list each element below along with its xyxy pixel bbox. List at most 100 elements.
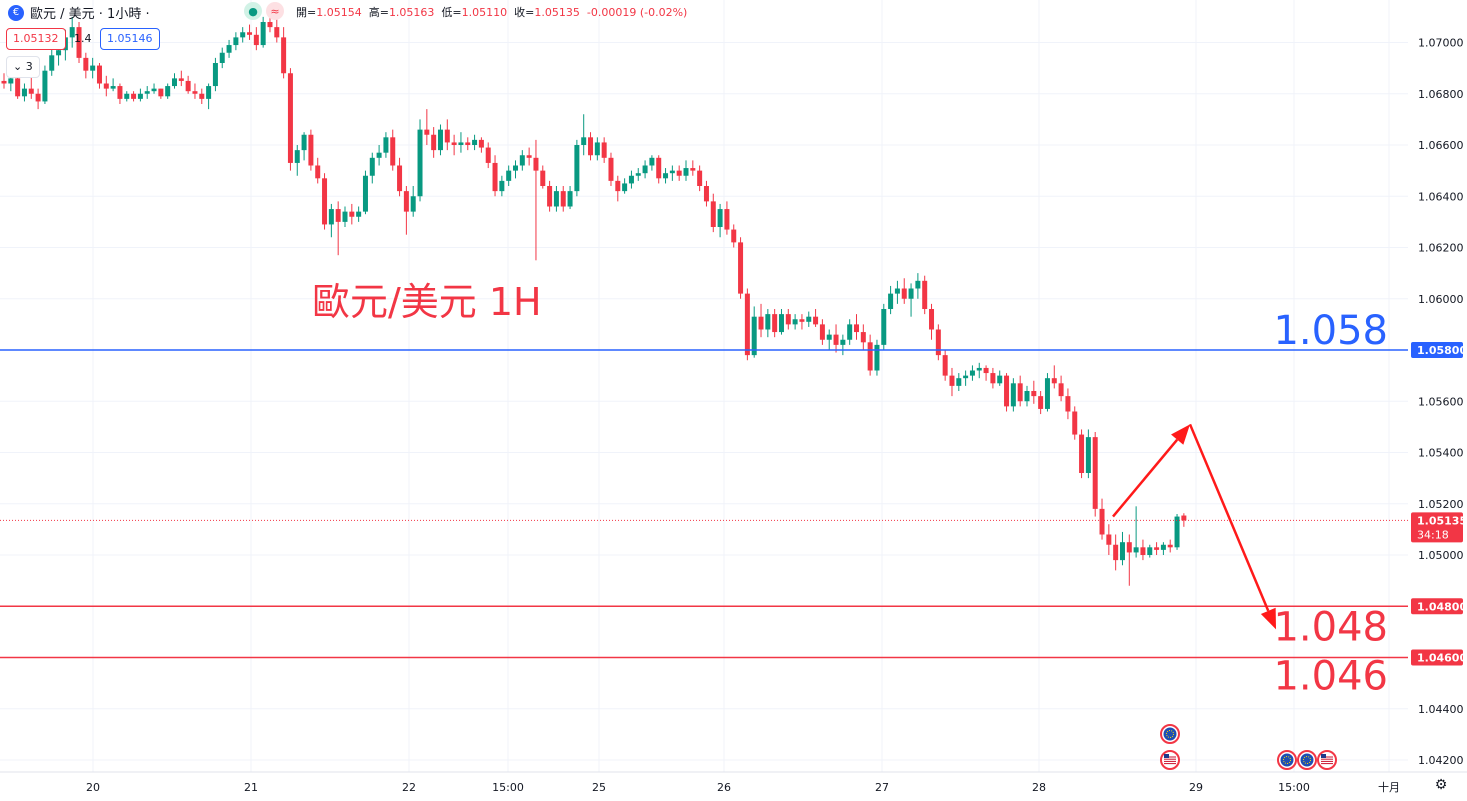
us-flag-canton xyxy=(1321,754,1326,758)
wave-icon[interactable]: ≈ xyxy=(266,2,284,20)
candle xyxy=(867,334,873,376)
candle-body xyxy=(1051,378,1057,384)
candle-body xyxy=(1017,383,1023,402)
sell-button[interactable]: 1.05132 xyxy=(6,28,66,50)
candle-body xyxy=(806,316,812,322)
candle-body xyxy=(813,316,819,325)
projection-up-arrow-head[interactable] xyxy=(1171,424,1190,445)
candle-body xyxy=(683,168,689,176)
candle-body xyxy=(1133,547,1139,553)
horizontal-lines-layer[interactable] xyxy=(0,349,1408,659)
candle-body xyxy=(635,173,641,176)
symbol-title[interactable]: 歐元 / 美元 · 1小時 · xyxy=(30,7,150,22)
price-axis[interactable]: 1.07000 1.06800 1.06600 1.06400 1.06200 1.060… xyxy=(1408,0,1467,772)
buy-button[interactable]: 1.05146 xyxy=(100,28,160,50)
candle-body xyxy=(69,27,75,38)
eu-flag-icon[interactable] xyxy=(1160,724,1180,744)
candle xyxy=(1038,391,1044,415)
eu-flag-icon[interactable] xyxy=(1277,750,1297,770)
candle-body xyxy=(894,288,900,294)
eu-flag-stars xyxy=(1303,756,1311,764)
candle xyxy=(301,132,307,161)
candle-body xyxy=(888,293,894,309)
candle xyxy=(253,27,259,51)
eu-flag-icon[interactable] xyxy=(1297,750,1317,770)
candle xyxy=(806,311,812,327)
candle-body xyxy=(28,88,34,94)
candle xyxy=(42,65,48,104)
candle xyxy=(615,175,621,202)
economic-events[interactable] xyxy=(1160,724,1337,770)
us-flag-icon[interactable] xyxy=(1317,750,1337,770)
candle-body xyxy=(15,78,21,97)
candle xyxy=(881,303,887,350)
price-tag-1.058-bg xyxy=(1411,342,1463,358)
candle xyxy=(499,175,505,197)
candle-body xyxy=(547,186,553,207)
candle-body xyxy=(287,73,293,163)
candle xyxy=(635,168,641,181)
candle-body xyxy=(697,170,703,186)
x-tick-label: 22 xyxy=(402,781,416,794)
y-tick-label: 1.05400 xyxy=(1418,447,1464,460)
candle-body xyxy=(390,137,396,166)
settings-gear-icon[interactable]: ⚙ xyxy=(1434,777,1448,793)
projection-down-arrow-head[interactable] xyxy=(1260,607,1276,630)
x-tick-label: 15:00 xyxy=(1278,781,1310,794)
candle-body xyxy=(431,134,437,151)
candle-body xyxy=(1010,383,1016,407)
candle xyxy=(1072,406,1078,440)
candle-body xyxy=(83,57,89,71)
candle-body xyxy=(506,170,512,181)
candle xyxy=(874,339,880,376)
projection-up-arrow-shaft[interactable] xyxy=(1112,438,1179,518)
candle-body xyxy=(335,209,341,222)
candle xyxy=(588,132,594,161)
candle-body xyxy=(369,157,375,176)
candle xyxy=(765,309,771,338)
projection-down-arrow-shaft[interactable] xyxy=(1188,423,1270,612)
candle-body xyxy=(178,78,184,81)
candle xyxy=(390,129,396,171)
candle-body xyxy=(751,316,757,356)
candle-body xyxy=(458,142,464,145)
candle-body xyxy=(881,309,887,345)
candle xyxy=(247,24,253,40)
candle xyxy=(656,155,662,184)
candle-body xyxy=(117,86,123,99)
candle xyxy=(90,57,96,79)
time-axis[interactable]: 20 21 22 15:00 25 26 27 28 29 15:00 十月 xyxy=(0,771,1467,794)
candle xyxy=(1004,373,1010,412)
candle-body xyxy=(772,314,778,333)
candle-body xyxy=(158,88,164,97)
projection-arrows[interactable] xyxy=(1112,423,1276,630)
candle xyxy=(294,145,300,176)
x-tick-label: 20 xyxy=(86,781,100,794)
candle-body xyxy=(533,157,539,171)
us-flag-icon[interactable] xyxy=(1160,750,1180,770)
candle xyxy=(1119,531,1125,566)
market-open-icon[interactable]: ● xyxy=(244,2,262,20)
candle xyxy=(792,314,798,330)
candle xyxy=(185,75,191,94)
candle xyxy=(151,83,157,94)
market-status[interactable]: ● ≈ xyxy=(244,2,284,20)
candle xyxy=(594,137,600,161)
candle xyxy=(349,203,355,225)
candle-body xyxy=(997,375,1003,384)
symbol-info[interactable]: € 歐元 / 美元 · 1小時 · xyxy=(8,3,150,22)
candle-body xyxy=(240,32,246,38)
y-tick-label: 1.04200 xyxy=(1418,754,1464,767)
candle-body xyxy=(717,209,723,227)
candle-body xyxy=(328,209,334,225)
candle-body xyxy=(96,65,102,84)
candle-body xyxy=(969,370,975,376)
candle xyxy=(165,83,171,99)
candle-body xyxy=(165,86,171,97)
candle xyxy=(860,324,866,350)
x-tick-label: 26 xyxy=(717,781,731,794)
collapse-indicators-button[interactable]: ⌄ 3 xyxy=(6,56,40,78)
candle-body xyxy=(744,293,750,356)
candle-body xyxy=(478,139,484,148)
